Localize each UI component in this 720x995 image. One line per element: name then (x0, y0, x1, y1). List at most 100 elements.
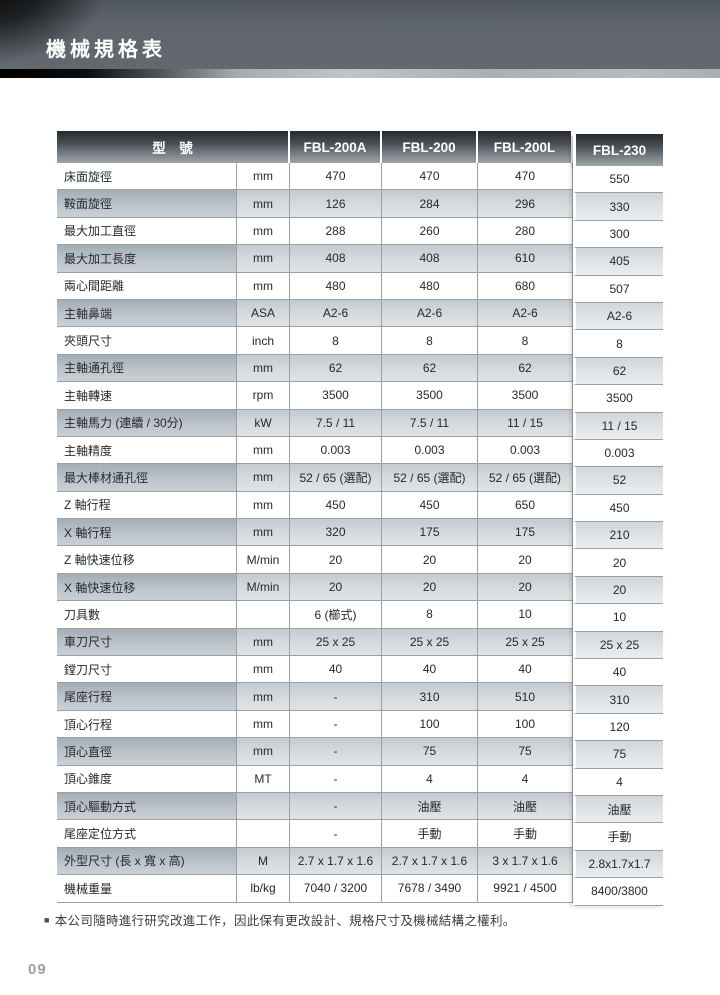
spec-value: 288 (290, 217, 382, 246)
table-row: 兩心間距離 mm 480 480 680 507 (57, 272, 663, 303)
spec-value: 8 (382, 601, 478, 629)
spec-unit: mm (237, 656, 290, 684)
spec-value: 3500 (382, 382, 478, 410)
spec-label: 兩心間距離 (57, 272, 237, 300)
spec-value: 610 (478, 245, 573, 273)
table-row: 夾頭尺寸 inch 8 8 8 8 (57, 327, 663, 358)
spec-value: 100 (478, 710, 573, 739)
spec-value: 2.7 x 1.7 x 1.6 (382, 847, 478, 876)
spec-value: 62 (478, 354, 573, 383)
column-header-fbl-200: FBL-200 (382, 131, 478, 163)
spec-unit: rpm (237, 382, 290, 410)
spec-value: 20 (290, 546, 382, 574)
spec-table-body: 床面旋徑 mm 470 470 470 550 鞍面旋徑 mm 126 284 296 330 最大加工… (57, 163, 663, 906)
spec-value: 680 (478, 272, 573, 300)
spec-value: 550 (573, 166, 663, 194)
spec-value: 8 (478, 327, 573, 355)
spec-value: 52 (573, 467, 663, 495)
table-row: 主軸馬力 (連續 / 30分) kW 7.5 / 11 7.5 / 11 11 / 15… (57, 409, 663, 440)
spec-unit (237, 792, 290, 821)
spec-unit: mm (237, 710, 290, 739)
spec-value: 油壓 (382, 792, 478, 821)
footnote-bullet-icon: ■ (44, 915, 50, 925)
table-row: 最大棒材通孔徑 mm 52 / 65 (選配) 52 / 65 (選配) 52 / 65… (57, 464, 663, 495)
spec-value: 300 (573, 220, 663, 249)
spec-value: 296 (478, 190, 573, 218)
spec-value: 470 (478, 163, 573, 191)
table-row: 頂心行程 mm -100 100 120 (57, 710, 663, 742)
spec-label: X 軸行程 (57, 519, 237, 547)
spec-value: 3500 (290, 382, 382, 410)
spec-value: 408 (382, 245, 478, 273)
spec-value: 450 (382, 491, 478, 520)
spec-label: 尾座定位方式 (57, 820, 237, 848)
spec-value: - (290, 683, 382, 711)
spec-value: 40 (478, 656, 573, 684)
spec-value: 10 (478, 601, 573, 629)
spec-value: 480 (290, 272, 382, 300)
spec-value: 210 (573, 522, 663, 550)
spec-label: 主軸鼻端 (57, 299, 237, 328)
spec-value: A2-6 (290, 299, 382, 328)
page-title: 機械規格表 (46, 39, 166, 61)
spec-value: 320 (290, 519, 382, 547)
spec-label: 最大加工長度 (57, 245, 237, 273)
spec-value: 8 (573, 330, 663, 358)
spec-value: 8 (290, 327, 382, 355)
table-row: 床面旋徑 mm 470 470 470 550 (57, 163, 663, 194)
spec-label: 鞍面旋徑 (57, 190, 237, 218)
spec-unit: mm (237, 519, 290, 547)
spec-value: 手動 (478, 820, 573, 848)
spec-unit: mm (237, 163, 290, 191)
spec-label: X 軸快速位移 (57, 573, 237, 602)
spec-unit: mm (237, 245, 290, 273)
spec-value: 40 (290, 656, 382, 684)
spec-value: 52 / 65 (選配) (382, 464, 478, 492)
table-row: 頂心驅動方式 - 油壓 油壓 油壓 (57, 792, 663, 824)
table-row: 主軸鼻端 ASA A2-6 A2-6 A2-6 A2-6 (57, 299, 663, 331)
spec-value: 9921 / 4500 (478, 875, 573, 903)
spec-label: 夾頭尺寸 (57, 327, 237, 355)
spec-label: 頂心行程 (57, 710, 237, 739)
spec-value: - (290, 738, 382, 766)
spec-unit (237, 820, 290, 848)
spec-value: A2-6 (573, 302, 663, 331)
spec-value: 25 x 25 (478, 628, 573, 657)
spec-unit: MT (237, 765, 290, 793)
spec-value: 62 (382, 354, 478, 383)
spec-value: 450 (290, 491, 382, 520)
spec-unit: mm (237, 491, 290, 520)
spec-value: 175 (382, 519, 478, 547)
spec-label: 最大加工直徑 (57, 217, 237, 246)
spec-unit: M/min (237, 573, 290, 602)
spec-value: 2.8x1.7x1.7 (573, 850, 663, 879)
table-row: Z 軸快速位移 M/min 20 20 20 20 (57, 546, 663, 577)
spec-value: - (290, 820, 382, 848)
spec-value: 油壓 (573, 795, 663, 824)
spec-value: 470 (382, 163, 478, 191)
table-row: 主軸轉速 rpm 3500 3500 3500 3500 (57, 382, 663, 413)
spec-label: 主軸馬力 (連續 / 30分) (57, 409, 237, 437)
spec-unit: mm (237, 628, 290, 657)
table-row: X 軸行程 mm 320 175 175 210 (57, 519, 663, 550)
spec-value: 20 (573, 549, 663, 577)
table-row: 主軸通孔徑 mm 62 62 62 62 (57, 354, 663, 386)
spec-unit (237, 601, 290, 629)
spec-value: 75 (478, 738, 573, 766)
spec-table: 型 號 FBL-200A FBL-200 FBL-200L FBL-230 床面… (57, 131, 663, 906)
spec-label: 頂心直徑 (57, 738, 237, 766)
spec-unit: mm (237, 272, 290, 300)
spec-value: 7.5 / 11 (382, 409, 478, 437)
spec-unit: mm (237, 190, 290, 218)
spec-unit: mm (237, 738, 290, 766)
banner-divider (0, 69, 720, 78)
spec-value: 6 (櫛式) (290, 601, 382, 629)
spec-table-header: 型 號 FBL-200A FBL-200 FBL-200L FBL-230 (57, 131, 663, 166)
spec-label: Z 軸快速位移 (57, 546, 237, 574)
spec-value: 284 (382, 190, 478, 218)
spec-value: 510 (478, 683, 573, 711)
spec-value: 62 (290, 354, 382, 383)
spec-value: 405 (573, 248, 663, 276)
